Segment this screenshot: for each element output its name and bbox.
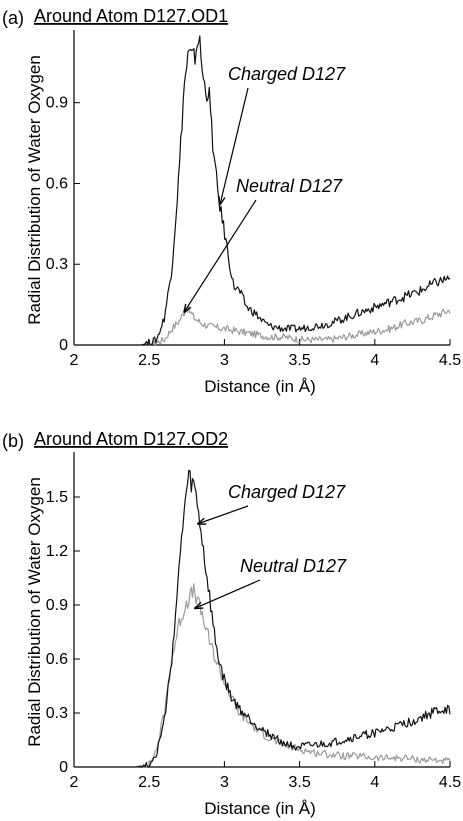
y-tick-label: 0.6 xyxy=(46,175,68,192)
panel-b-xlabel: Distance (in Å) xyxy=(204,799,315,818)
y-tick-label: 0.6 xyxy=(46,651,68,668)
neutral-d127-series-line xyxy=(149,304,451,346)
x-tick-label: 4 xyxy=(370,352,379,369)
y-tick-label: 0.9 xyxy=(46,95,68,112)
x-tick-label: 2 xyxy=(70,774,79,791)
x-tick-label: 3.5 xyxy=(288,352,310,369)
y-tick-label: 1.2 xyxy=(46,543,68,560)
annotation-arrow-head xyxy=(183,303,192,314)
annotation-label: Neutral D127 xyxy=(240,556,347,576)
panel-a-label: (a) xyxy=(2,8,24,28)
x-tick-label: 4.5 xyxy=(439,774,461,791)
annotation-label: Charged D127 xyxy=(228,64,346,84)
x-tick-label: 2.5 xyxy=(138,774,160,791)
panel-b-label: (b) xyxy=(2,431,24,451)
panel-a-xlabel: Distance (in Å) xyxy=(204,377,315,396)
annotation-label: Neutral D127 xyxy=(236,176,343,196)
annotation-arrow-line xyxy=(183,199,257,314)
annotation-label: Charged D127 xyxy=(228,482,346,502)
neutral-d127-series-line xyxy=(134,583,451,768)
panel-b-ylabel: Radial Distribution of Water Oxygen xyxy=(25,477,44,747)
y-tick-label: 0 xyxy=(59,759,68,776)
y-tick-label: 0.3 xyxy=(46,705,68,722)
x-tick-label: 2 xyxy=(70,352,79,369)
y-tick-label: 1.5 xyxy=(46,489,68,506)
y-tick-label: 0.9 xyxy=(46,597,68,614)
x-tick-label: 3 xyxy=(220,352,229,369)
y-tick-label: 0 xyxy=(59,337,68,354)
annotation-arrow-head xyxy=(196,517,207,525)
panel-a-ylabel: Radial Distribution of Water Oxygen xyxy=(25,55,44,325)
x-tick-label: 4.5 xyxy=(439,352,461,369)
annotation-arrow-line xyxy=(194,579,261,610)
annotation-arrow-line xyxy=(197,505,249,525)
x-tick-label: 3.5 xyxy=(288,774,310,791)
panel-b-title: Around Atom D127.OD2 xyxy=(34,429,228,449)
y-tick-label: 0.3 xyxy=(46,256,68,273)
charged-d127-series-line xyxy=(141,35,451,346)
x-tick-label: 4 xyxy=(370,774,379,791)
panel-a: (a) Around Atom D127.OD1 Radial Distribu… xyxy=(2,6,461,396)
panel-a-title: Around Atom D127.OD1 xyxy=(34,6,228,26)
annotation-arrow-line xyxy=(219,87,249,206)
annotation-arrow-head xyxy=(218,195,226,206)
charged-d127-series-line xyxy=(134,469,451,768)
panel-b: (b) Around Atom D127.OD2 Radial Distribu… xyxy=(2,429,461,818)
annotation-arrow-head xyxy=(193,601,204,610)
x-tick-label: 3 xyxy=(220,774,229,791)
x-tick-label: 2.5 xyxy=(138,352,160,369)
